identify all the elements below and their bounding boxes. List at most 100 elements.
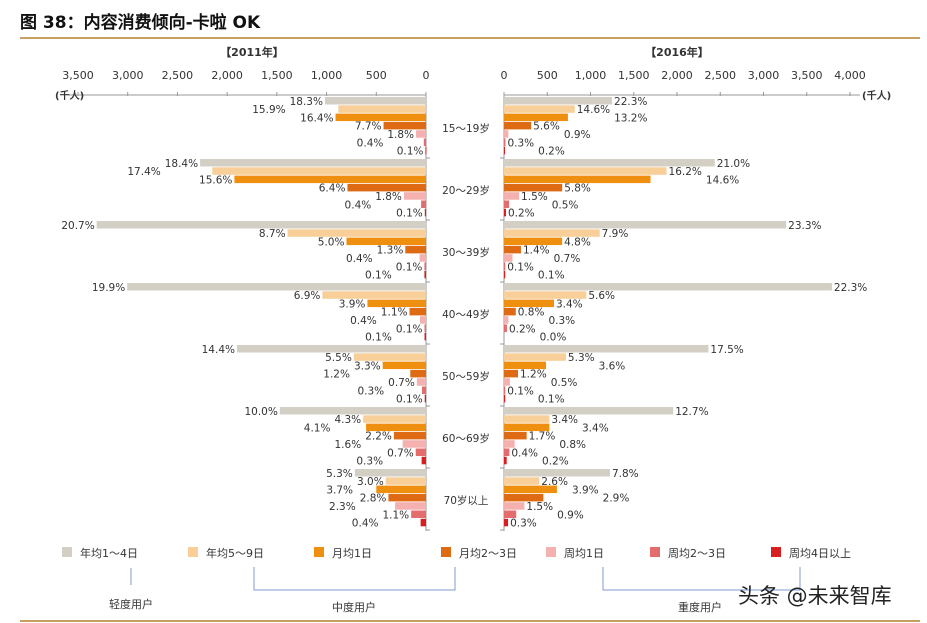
data-label: 3.7% — [326, 484, 353, 496]
data-label: 5.6% — [588, 290, 615, 302]
panel-title: 【2011年】 — [220, 45, 284, 59]
bar — [504, 245, 521, 254]
bar — [347, 183, 426, 192]
bar — [504, 510, 517, 518]
bar — [504, 485, 557, 494]
data-label: 0.2% — [508, 208, 535, 220]
bar — [504, 200, 510, 208]
x-tick-label: 1,000 — [575, 69, 607, 82]
x-tick-label: 3,000 — [112, 69, 144, 82]
legend-swatch — [771, 547, 781, 557]
data-label: 4.8% — [564, 236, 591, 248]
data-label: 0.8% — [559, 439, 586, 451]
age-category-label: 20～29岁 — [442, 184, 490, 197]
bar — [234, 175, 426, 184]
bar — [504, 183, 563, 192]
data-label: 1.7% — [529, 431, 556, 443]
data-label: 0.1% — [507, 385, 534, 397]
bar — [504, 291, 587, 299]
bar — [504, 299, 554, 308]
legend-label: 周均4日以上 — [789, 547, 851, 560]
legend-label: 年均5～9日 — [206, 546, 264, 560]
data-label: 0.3% — [507, 137, 534, 149]
data-label: 2.3% — [329, 501, 356, 513]
bar — [504, 361, 547, 370]
data-label: 0.4% — [511, 447, 538, 459]
legend-swatch — [546, 547, 556, 557]
data-label: 0.7% — [554, 253, 581, 265]
x-tick-label: 3,500 — [791, 69, 823, 82]
bar — [504, 493, 544, 502]
data-label: 5.3% — [568, 352, 595, 364]
bar — [504, 369, 519, 378]
data-label: 15.9% — [252, 104, 285, 116]
bar — [411, 510, 426, 518]
bar — [409, 307, 426, 316]
bar — [504, 431, 527, 440]
data-label: 0.1% — [396, 208, 423, 220]
bar — [367, 299, 426, 308]
data-label: 12.7% — [675, 406, 708, 418]
data-label: 8.7% — [259, 228, 286, 240]
data-label: 6.9% — [294, 290, 321, 302]
legend-group-label: 重度用户 — [678, 600, 722, 614]
bar — [416, 130, 426, 138]
data-label: 0.1% — [538, 270, 565, 282]
bar — [504, 159, 715, 167]
data-label: 0.4% — [350, 315, 377, 327]
bar — [422, 386, 426, 394]
bar — [338, 105, 426, 113]
data-label: 1.8% — [387, 129, 414, 141]
bar — [504, 353, 566, 361]
legend-label: 月均1日 — [332, 547, 372, 560]
data-label: 0.2% — [538, 146, 565, 158]
bar — [354, 469, 426, 477]
bar — [504, 469, 610, 477]
data-label: 3.6% — [599, 360, 626, 372]
data-label: 3.4% — [556, 298, 583, 310]
x-tick-label: 500 — [366, 69, 387, 82]
bottom-rule — [20, 620, 920, 622]
bar — [504, 477, 540, 485]
data-label: 4.3% — [334, 414, 361, 426]
x-tick-label: 3,000 — [748, 69, 780, 82]
data-label: 0.8% — [518, 307, 545, 319]
bar — [405, 245, 426, 254]
x-tick-label: 1,500 — [618, 69, 650, 82]
bar — [504, 423, 550, 432]
bar — [424, 262, 426, 270]
bar — [504, 448, 510, 456]
data-label: 6.4% — [319, 183, 346, 195]
data-label: 19.9% — [92, 282, 125, 294]
bar — [504, 518, 509, 527]
data-label: 2.6% — [541, 476, 568, 488]
data-label: 14.6% — [706, 174, 739, 186]
bar — [504, 262, 506, 270]
data-label: 15.6% — [199, 174, 232, 186]
bar — [127, 283, 427, 291]
data-label: 1.2% — [323, 369, 350, 381]
legend-swatch — [314, 547, 324, 557]
data-label: 0.1% — [396, 394, 423, 406]
data-label: 0.2% — [542, 456, 569, 468]
bar — [504, 345, 709, 353]
bar — [504, 208, 506, 217]
data-label: 7.8% — [612, 468, 639, 480]
data-label: 17.4% — [127, 166, 160, 178]
bar — [504, 440, 515, 448]
data-label: 21.0% — [717, 158, 750, 170]
bar — [393, 431, 426, 440]
data-label: 2.2% — [365, 431, 392, 443]
bar — [504, 229, 600, 237]
age-category-label: 60～69岁 — [442, 432, 490, 445]
bar — [383, 121, 426, 130]
bar — [236, 345, 426, 353]
data-label: 18.3% — [290, 96, 323, 108]
bar — [395, 502, 426, 510]
bar — [421, 456, 426, 465]
bar — [402, 440, 426, 448]
x-tick-label: 0 — [423, 69, 430, 82]
data-label: 1.1% — [381, 307, 408, 319]
legend-label: 月均2～3日 — [459, 547, 517, 560]
data-label: 1.4% — [523, 245, 550, 257]
